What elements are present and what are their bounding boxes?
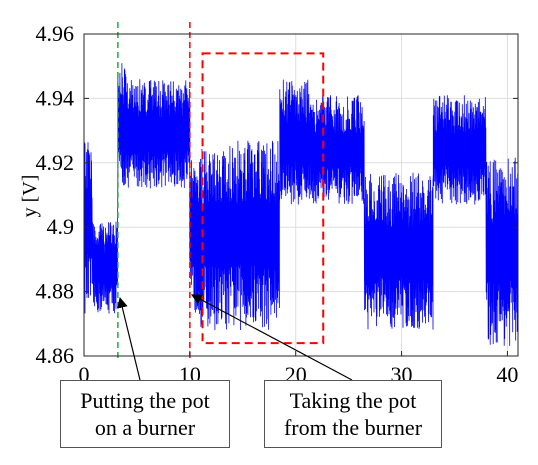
annotation-putting-pot: Putting the pot on a burner: [60, 380, 230, 448]
y-axis-label: y [V]: [19, 175, 41, 218]
axis-ticks: 4.864.884.94.924.944.960 10 20 30 40: [36, 21, 519, 387]
y-tick-label: 4.9: [47, 214, 75, 239]
annotation-taking-pot: Taking the pot from the burner: [264, 380, 442, 448]
x-tick-label: 40: [496, 362, 518, 387]
annotation-line: Taking the pot: [289, 388, 417, 413]
signal-line: [83, 63, 519, 346]
y-tick-label: 4.86: [36, 343, 75, 368]
y-tick-label: 4.88: [36, 279, 75, 304]
annotation-line: Putting the pot: [80, 388, 210, 413]
annotation-line: from the burner: [283, 415, 423, 440]
annotation-arrow: [191, 294, 353, 381]
highlight-region: [201, 52, 325, 345]
annotation-arrow: [117, 296, 141, 381]
x-tick-label: 0: [79, 362, 90, 387]
y-tick-label: 4.96: [36, 21, 75, 46]
annotation-arrows: [117, 294, 353, 381]
y-tick-label: 4.92: [36, 150, 75, 175]
y-tick-label: 4.94: [36, 85, 75, 110]
annotation-line: on a burner: [94, 415, 196, 440]
series-plot: [83, 63, 519, 346]
plot-frame: [83, 33, 519, 357]
